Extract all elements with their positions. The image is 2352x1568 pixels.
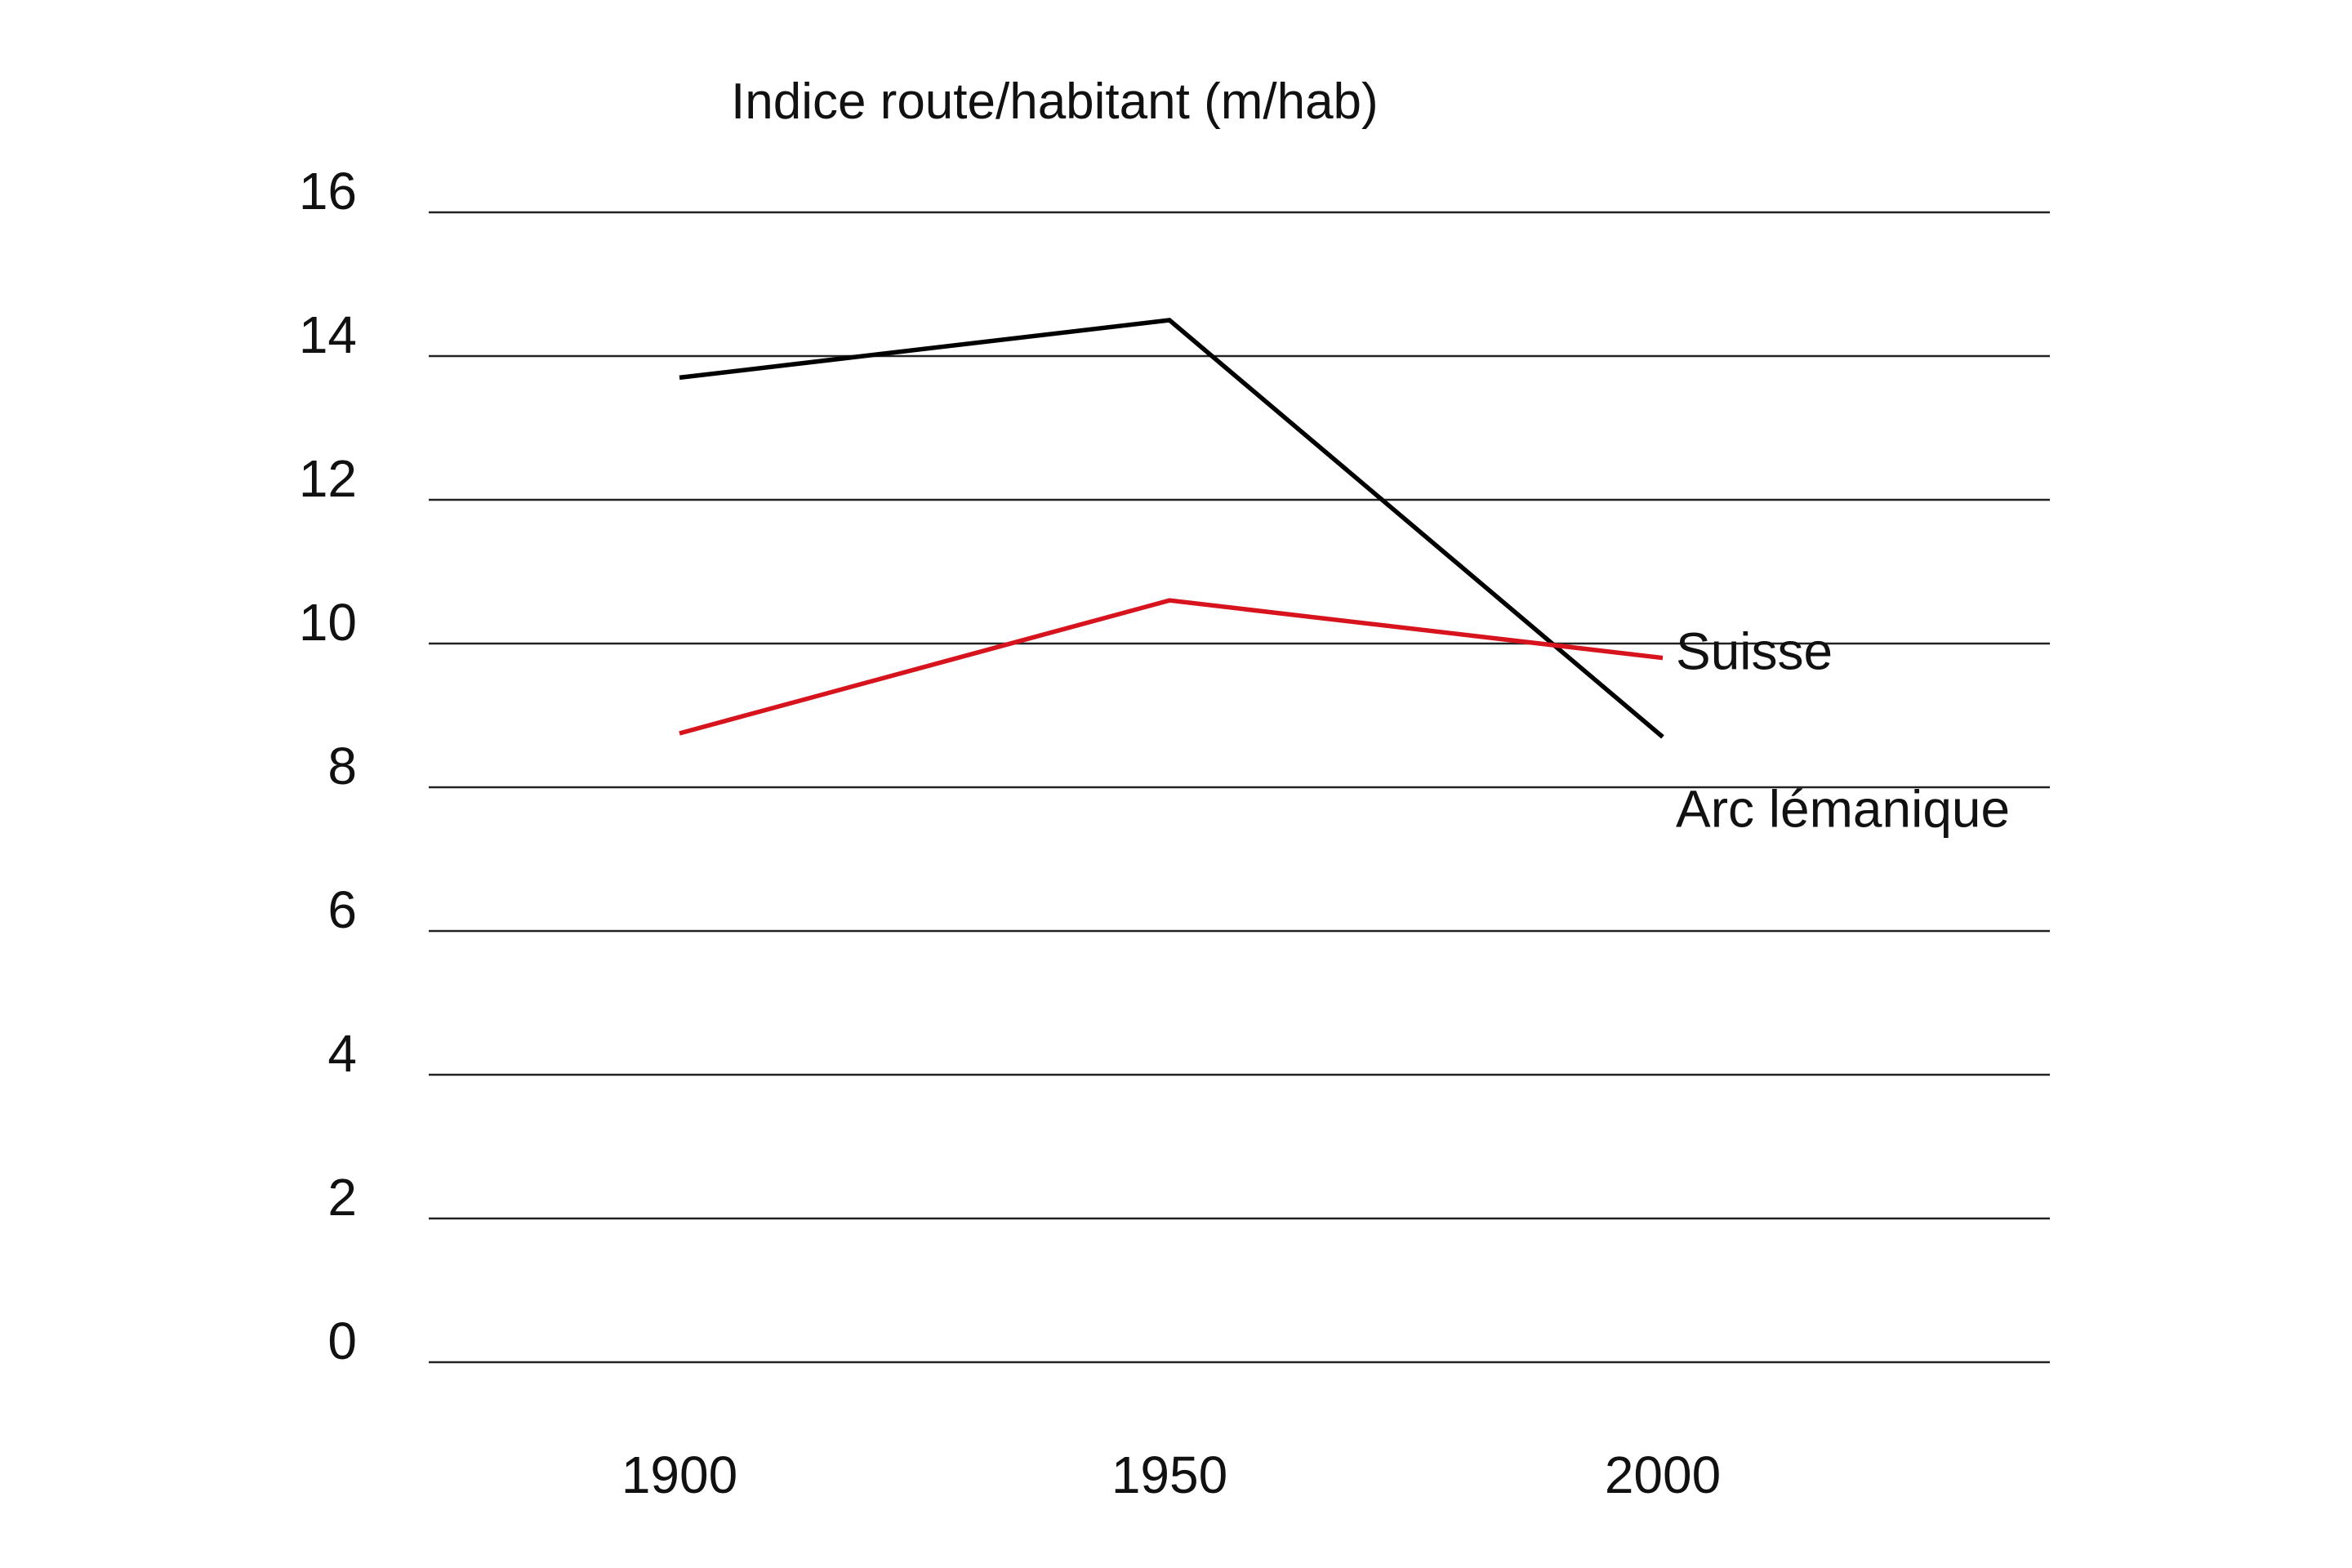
y-tick-label: 4 — [327, 1024, 357, 1083]
y-tick-label: 14 — [299, 305, 357, 364]
y-tick-label: 6 — [327, 880, 357, 939]
y-axis-ticks: 0 2 4 6 8 10 12 14 16 — [299, 162, 357, 1370]
y-tick-label: 8 — [327, 737, 357, 795]
x-tick-label: 1950 — [1111, 1446, 1227, 1504]
series-labels: Arc lémanique Suisse — [1676, 622, 2010, 839]
chart-title: Indice route/habitant (m/hab) — [731, 74, 1379, 130]
series-line — [679, 598, 1664, 736]
y-tick-label: 2 — [327, 1168, 357, 1227]
y-tick-label: 12 — [299, 449, 357, 508]
series-line — [679, 318, 1664, 739]
x-tick-label: 2000 — [1605, 1446, 1721, 1504]
y-tick-label: 10 — [299, 593, 357, 652]
x-axis-ticks: 1900 1950 2000 — [621, 1446, 1721, 1504]
gridlines — [429, 211, 2050, 1364]
series-lines — [679, 318, 1664, 739]
y-tick-label: 16 — [299, 162, 357, 220]
x-tick-label: 1900 — [621, 1446, 737, 1504]
y-tick-label: 0 — [327, 1312, 357, 1370]
series-label: Arc lémanique — [1676, 779, 2010, 838]
series-label: Suisse — [1676, 622, 1833, 681]
